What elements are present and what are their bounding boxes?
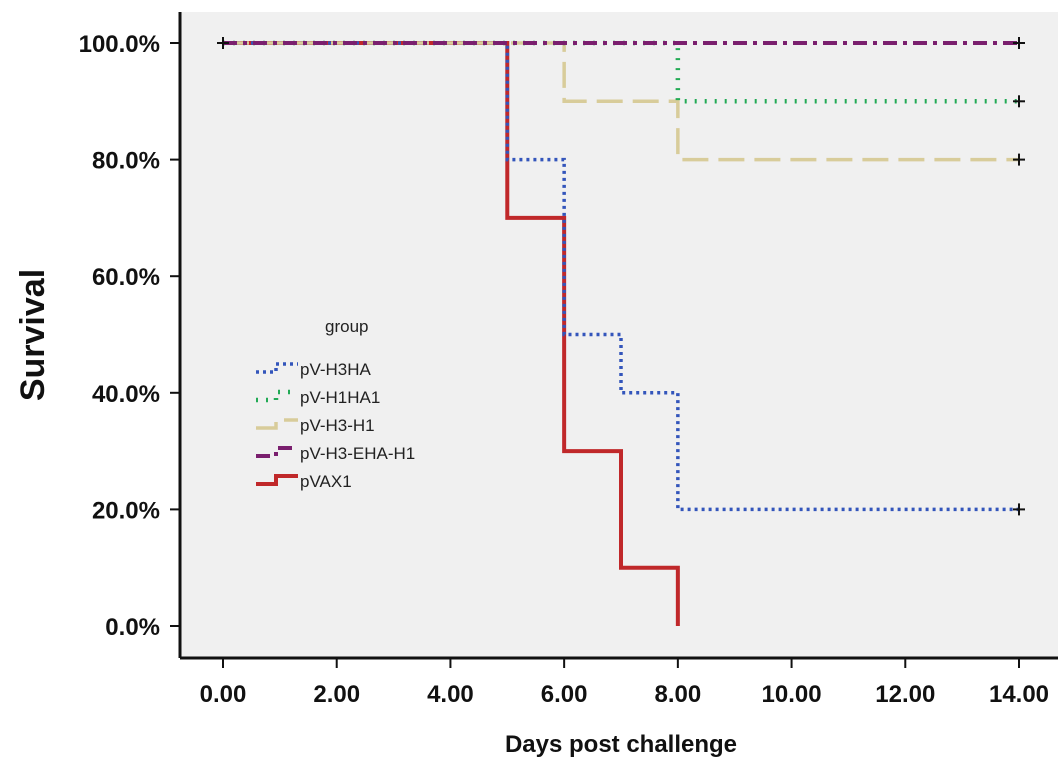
y-tick-label: 0.0% xyxy=(105,614,160,641)
axis-layer: 0.00 2.00 4.00 6.00 8.00 10.00 12.00 14.00 0.0% 2… xyxy=(79,12,1058,708)
legend-title: group xyxy=(325,317,368,336)
x-tick-label: 2.00 xyxy=(313,681,360,708)
censor-marker xyxy=(1013,153,1025,166)
y-tick-label: 40.0% xyxy=(92,381,160,408)
series-layer xyxy=(223,40,1019,626)
y-tick-label: 100.0% xyxy=(79,31,160,58)
x-axis-title: Days post challenge xyxy=(505,731,737,758)
legend-label: pV-H3-EHA-H1 xyxy=(300,444,415,463)
legend-label: pV-H1HA1 xyxy=(300,388,380,407)
censor-marker xyxy=(217,37,229,49)
y-tick-label: 60.0% xyxy=(92,264,160,291)
x-tick-label: 10.00 xyxy=(762,681,822,708)
legend-swatch xyxy=(256,474,298,486)
censor-marker xyxy=(1013,95,1025,108)
series-line-pv-h3-h1 xyxy=(223,41,1019,162)
censor-marker-layer xyxy=(217,37,1025,516)
censor-marker xyxy=(1013,503,1025,516)
x-tick-label: 14.00 xyxy=(989,681,1049,708)
x-tick-label: 8.00 xyxy=(654,681,701,708)
x-tick-label: 6.00 xyxy=(541,681,588,708)
y-tick-label: 80.0% xyxy=(92,148,160,175)
legend-swatch xyxy=(256,446,298,458)
x-tick-label: 4.00 xyxy=(427,681,474,708)
legend-swatch xyxy=(256,389,298,403)
y-tick-label: 20.0% xyxy=(92,497,160,524)
legend-label: pV-H3-H1 xyxy=(300,416,375,435)
x-tick-label: 0.00 xyxy=(200,681,247,708)
series-line-pvax1 xyxy=(223,41,680,626)
legend-swatch xyxy=(256,418,298,430)
legend-swatch xyxy=(256,362,298,374)
y-axis-title: Survival xyxy=(14,269,52,401)
legend-label: pV-H3HA xyxy=(300,360,372,379)
censor-marker xyxy=(1013,37,1025,49)
x-tick-label: 12.00 xyxy=(875,681,935,708)
series-line-pv-h3ha xyxy=(223,41,1019,512)
legend: group pV-H3HA pV-H1HA1 pV-H3-H1 pV-H3-EHA-H1… xyxy=(256,317,415,491)
legend-label: pVAX1 xyxy=(300,472,352,491)
